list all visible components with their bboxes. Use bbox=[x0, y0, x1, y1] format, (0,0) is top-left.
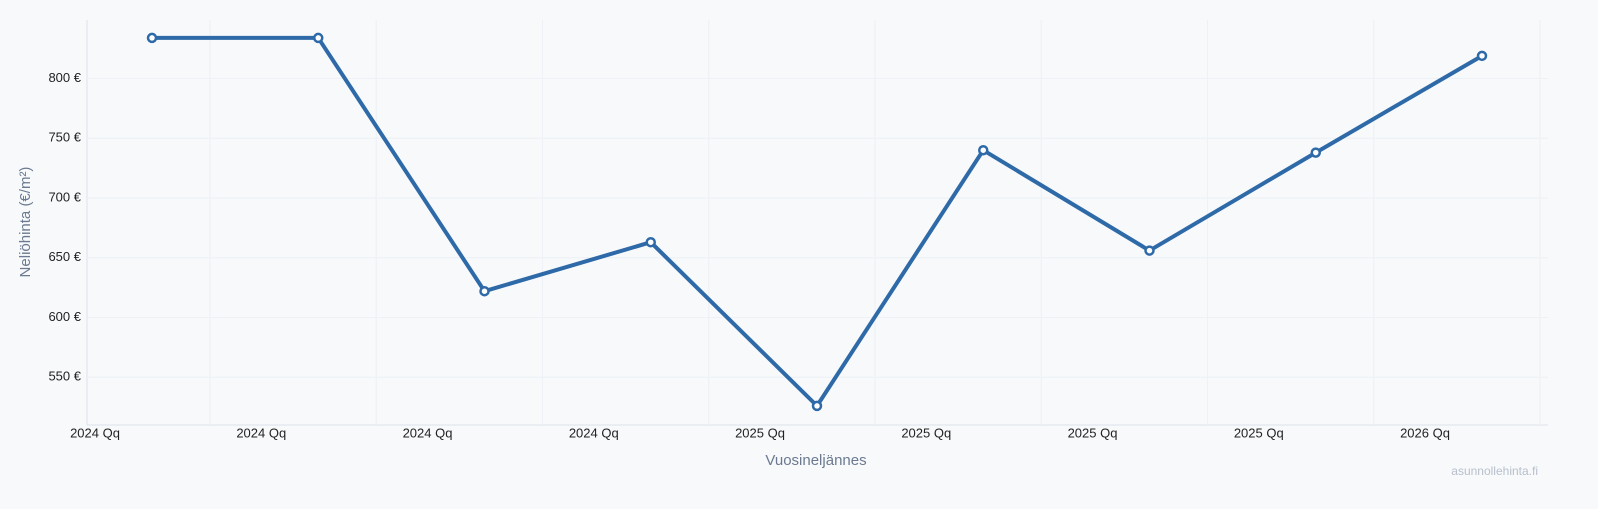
y-tick-label: 750 € bbox=[48, 130, 81, 145]
x-tick-label: 2025 Qq bbox=[735, 425, 785, 440]
x-tick-label: 2025 Qq bbox=[901, 425, 951, 440]
x-tick-label: 2025 Qq bbox=[1234, 425, 1284, 440]
x-tick-label: 2024 Qq bbox=[70, 425, 120, 440]
y-tick-label: 650 € bbox=[48, 249, 81, 264]
watermark: asunnollehinta.fi bbox=[1451, 464, 1538, 478]
point bbox=[978, 144, 989, 156]
x-tick-label: 2026 Qq bbox=[1400, 425, 1450, 440]
x-tick-label: 2024 Qq bbox=[403, 425, 453, 440]
point bbox=[1310, 147, 1321, 158]
y-tick-label: 550 € bbox=[48, 369, 81, 384]
point bbox=[479, 285, 490, 297]
point bbox=[645, 236, 656, 248]
y-tick-label: 800 € bbox=[48, 70, 81, 85]
point bbox=[811, 400, 823, 412]
x-tick-label: 2024 Qq bbox=[569, 425, 619, 440]
y-tick-label: 600 € bbox=[48, 309, 81, 324]
point bbox=[313, 32, 324, 44]
point bbox=[1144, 245, 1155, 256]
point bbox=[1476, 50, 1488, 62]
y-axis-title: Neliöhinta (€/m²) bbox=[17, 167, 34, 278]
y-tick-label: 700 € bbox=[48, 189, 81, 204]
point bbox=[146, 32, 158, 44]
x-tick-label: 2024 Qq bbox=[236, 425, 286, 440]
x-tick-label: 2025 Qq bbox=[1068, 425, 1118, 440]
x-axis-title: Vuosineljännes bbox=[765, 452, 866, 469]
